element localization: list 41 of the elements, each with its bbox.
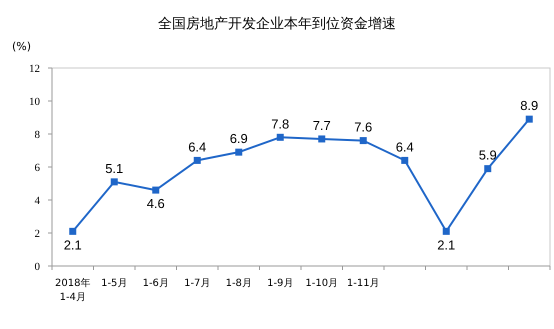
x-tick-label: 1-10月 xyxy=(305,278,338,289)
data-label: 5.1 xyxy=(105,160,124,176)
point xyxy=(484,165,492,172)
x-tick-label: 1-11月 xyxy=(346,278,380,289)
data-label: 7.6 xyxy=(354,120,372,135)
y-tick-label: 0 xyxy=(34,261,40,273)
x-tick-label: 1-5月 xyxy=(101,278,128,289)
y-tick-label: 4 xyxy=(34,195,40,207)
x-tick-label: 1-6月 xyxy=(142,278,169,289)
y-tick-label: 8 xyxy=(34,129,40,141)
point xyxy=(110,178,118,186)
y-axis-title: (%) xyxy=(12,40,32,53)
data-label: 8.9 xyxy=(520,98,538,114)
point xyxy=(194,156,201,164)
data-label: 6.9 xyxy=(230,131,248,146)
x-tick-label: 2018年 1-4月 xyxy=(55,277,90,303)
point xyxy=(235,148,242,156)
data-label: 7.7 xyxy=(312,118,331,133)
y-tick-label: 2 xyxy=(34,228,40,240)
data-label: 6.4 xyxy=(188,139,206,154)
data-label: 5.9 xyxy=(478,148,497,163)
y-tick-label: 12 xyxy=(29,63,40,75)
point xyxy=(526,116,533,123)
data-label: 7.8 xyxy=(271,116,290,132)
point xyxy=(401,156,408,164)
point xyxy=(360,137,367,144)
data-label: 4.6 xyxy=(146,196,165,212)
point xyxy=(442,228,450,235)
data-label: 6.4 xyxy=(396,139,414,154)
point xyxy=(318,135,326,142)
data-label: 2.1 xyxy=(64,237,82,252)
y-tick-label: 10 xyxy=(29,96,40,108)
data-label: 2.1 xyxy=(437,237,456,252)
x-tick-label: 1-9月 xyxy=(267,278,294,289)
y-tick-label: 6 xyxy=(34,162,40,174)
point xyxy=(276,134,284,141)
x-tick-label: 1-7月 xyxy=(184,278,210,289)
x-tick-label: 1-8月 xyxy=(226,278,252,289)
chart-title: 全国房地产开发企业本年到位资金增速 xyxy=(158,16,396,32)
point xyxy=(152,186,160,194)
point xyxy=(69,228,76,235)
